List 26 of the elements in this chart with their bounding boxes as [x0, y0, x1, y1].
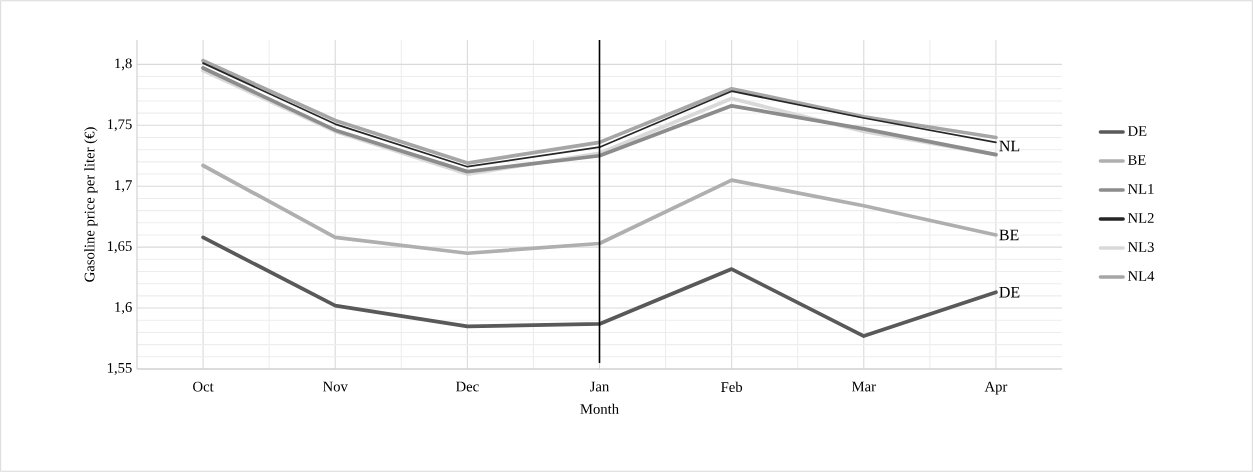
annotation: NL	[999, 140, 1020, 152]
y-tick-label: 1,55	[107, 363, 132, 375]
y-axis-title: Gasoline price per liter (€)	[84, 127, 98, 282]
legend-label: BE	[1127, 155, 1146, 165]
legend-label: NL1	[1127, 184, 1154, 194]
x-tick-label: Nov	[323, 381, 348, 392]
line-series	[201, 163, 998, 256]
x-axis-title: Month	[580, 403, 619, 414]
line-series	[201, 235, 998, 338]
annotation: BE	[999, 229, 1019, 241]
legend-label: NL2	[1127, 213, 1154, 223]
y-tick-label: 1,6	[115, 302, 132, 315]
y-tick-label: 1,75	[107, 119, 132, 132]
x-tick-label: Dec	[455, 381, 479, 392]
legend-label: NL4	[1127, 271, 1155, 281]
x-tick-label: Oct	[193, 381, 214, 392]
x-tick-label: Apr	[984, 381, 1008, 395]
x-tick-label: Mar	[851, 381, 876, 392]
legend-label: NL3	[1127, 242, 1154, 252]
x-tick-label: Jan	[590, 381, 610, 392]
y-tick-label: 1,65	[107, 241, 132, 254]
annotation: DE	[999, 286, 1020, 298]
y-tick-label: 1,8	[115, 58, 132, 71]
y-tick-label: 1,7	[115, 180, 132, 193]
x-tick-label: Feb	[721, 381, 743, 393]
legend-label: DE	[1127, 126, 1147, 136]
